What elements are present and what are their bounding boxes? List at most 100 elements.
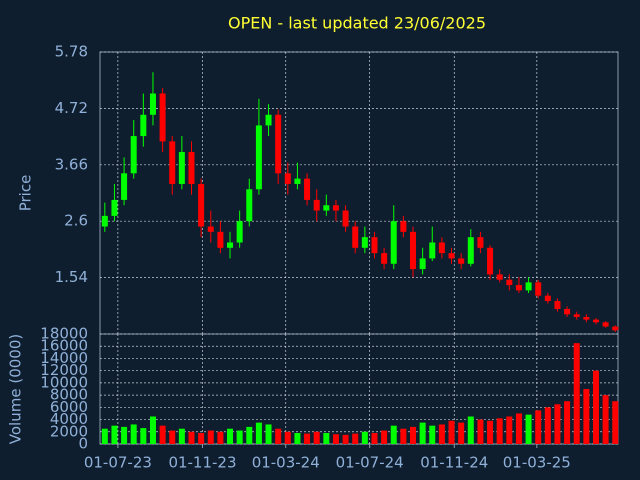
x-tick-label: 01-11-23 xyxy=(168,454,236,472)
volume-bar xyxy=(515,413,522,444)
candle-body xyxy=(429,242,436,259)
candle-body xyxy=(236,221,243,243)
y-tick-label: 2.6 xyxy=(64,212,88,230)
candle-body xyxy=(246,189,253,222)
candle-body xyxy=(612,326,619,331)
x-tick-label: 01-03-24 xyxy=(252,454,320,472)
candle-body xyxy=(544,295,551,302)
y-tick-label: 8000 xyxy=(50,386,88,404)
volume-bar xyxy=(111,425,118,444)
candle-body xyxy=(265,114,272,126)
volume-bar xyxy=(275,428,282,444)
volume-bar xyxy=(246,426,253,444)
volume-bar xyxy=(198,433,205,444)
volume-bar xyxy=(313,431,320,444)
candle-body xyxy=(496,274,503,280)
volume-bar xyxy=(188,431,195,444)
candle-body xyxy=(390,221,397,264)
volume-bar xyxy=(506,416,513,444)
volume-bar xyxy=(207,430,214,444)
y-tick-label: 18000 xyxy=(40,325,88,343)
y-tick-label: 2000 xyxy=(50,422,88,440)
volume-bar xyxy=(458,422,465,444)
candle-body xyxy=(140,114,147,137)
volume-bar xyxy=(159,425,166,444)
candle-body xyxy=(227,242,234,248)
volume-bar xyxy=(361,431,368,444)
volume-bar xyxy=(381,430,388,444)
volume-bar xyxy=(438,424,445,444)
candle-body xyxy=(352,226,359,248)
candle-body xyxy=(169,141,176,184)
volume-bar xyxy=(410,426,417,444)
volume-bar xyxy=(390,425,397,444)
volume-bar xyxy=(573,343,580,444)
volume-bar xyxy=(101,428,108,444)
y-tick-label: 6000 xyxy=(50,398,88,416)
y-axis-label: Volume (0000) xyxy=(7,334,25,444)
candle-body xyxy=(535,282,542,296)
volume-bar xyxy=(332,434,339,444)
candle-body xyxy=(313,199,320,211)
candle-body xyxy=(188,152,195,184)
candle-body xyxy=(294,178,301,184)
y-tick-label: 10000 xyxy=(40,373,88,391)
candle-body xyxy=(583,316,590,320)
volume-bar xyxy=(265,424,272,444)
candle-body xyxy=(332,205,339,211)
volume-bar xyxy=(419,422,426,444)
candle-body xyxy=(467,237,474,264)
volume-bar xyxy=(227,428,234,444)
y-axis-label: Price xyxy=(17,175,35,212)
y-tick-label: 4000 xyxy=(50,410,88,428)
y-tick-label: 1.54 xyxy=(55,268,88,286)
candle-body xyxy=(121,173,128,200)
volume-bar xyxy=(544,407,551,444)
candle-body xyxy=(323,205,330,211)
volume-bar xyxy=(535,410,542,444)
y-tick-label: 12000 xyxy=(40,361,88,379)
volume-bar xyxy=(448,420,455,444)
volume-bar xyxy=(487,420,494,444)
candle-body xyxy=(419,258,426,270)
volume-bar xyxy=(352,433,359,444)
candle-body xyxy=(178,152,185,184)
volume-bar xyxy=(130,424,137,444)
volume-bar xyxy=(304,433,311,444)
volume-bar xyxy=(477,419,484,444)
candle-body xyxy=(342,210,349,227)
volume-bar xyxy=(467,416,474,444)
candle-body xyxy=(207,226,214,232)
candle-body xyxy=(573,314,580,317)
chart-title: OPEN - last updated 23/06/2025 xyxy=(228,14,486,33)
volume-bar xyxy=(602,395,609,444)
volume-bar xyxy=(592,370,599,444)
x-tick-label: 01-07-24 xyxy=(336,454,404,472)
y-tick-label: 16000 xyxy=(40,337,88,355)
volume-bar xyxy=(583,389,590,444)
volume-bar xyxy=(612,401,619,444)
volume-bar xyxy=(323,433,330,444)
volume-panel xyxy=(99,333,619,445)
volume-bar xyxy=(255,422,262,444)
x-tick-label: 01-03-25 xyxy=(503,454,571,472)
volume-bar xyxy=(284,431,291,444)
candle-body xyxy=(284,173,291,184)
candle-body xyxy=(438,242,445,254)
candle-body xyxy=(592,319,599,323)
candle-body xyxy=(255,125,262,190)
x-tick-label: 01-11-24 xyxy=(420,454,488,472)
volume-bar xyxy=(169,430,176,444)
y-tick-label: 3.66 xyxy=(55,155,88,173)
candle-body xyxy=(602,322,609,327)
candle-body xyxy=(506,279,513,286)
volume-bar xyxy=(429,425,436,444)
candle-body xyxy=(149,93,156,115)
volume-bar xyxy=(178,428,185,444)
volume-bar xyxy=(294,433,301,444)
candle-body xyxy=(400,221,407,232)
volume-bar xyxy=(400,428,407,444)
candle-body xyxy=(111,199,118,216)
